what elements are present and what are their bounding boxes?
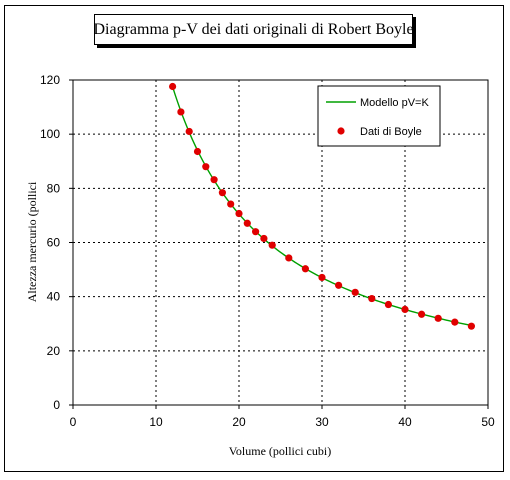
y-tick-label: 120 [40, 73, 60, 87]
data-point [218, 189, 226, 197]
y-tick-label: 0 [53, 398, 60, 412]
x-tick-label: 20 [232, 415, 246, 429]
data-point [368, 294, 376, 303]
data-point [418, 310, 426, 318]
data-point [202, 163, 210, 171]
legend-box [317, 85, 441, 147]
y-axis-label: Altezza mercurio (pollici [25, 181, 39, 302]
data-points-layer [169, 82, 475, 330]
data-point [384, 300, 392, 309]
data-point [268, 241, 276, 249]
legend-label-data: Dati di Boyle [360, 126, 422, 138]
x-axis-label: Volume (pollici cubi) [229, 444, 331, 458]
x-tick-label: 40 [398, 415, 412, 429]
data-point [318, 273, 326, 282]
y-tick-label: 20 [47, 344, 61, 358]
data-point [451, 318, 459, 326]
data-point [434, 314, 442, 322]
data-point [235, 209, 243, 218]
data-point [301, 265, 309, 273]
x-tick-label: 10 [149, 415, 163, 429]
data-point [169, 82, 177, 91]
data-point [285, 254, 293, 262]
legend-dot-swatch [337, 127, 345, 135]
x-tick-label: 30 [315, 415, 329, 429]
tick-labels: 0 10 20 30 40 50 0 20 40 60 80 100 120 [40, 73, 495, 429]
y-tick-label: 40 [47, 290, 61, 304]
data-point [467, 322, 475, 330]
legend-label-model: Modello pV=K [360, 97, 429, 109]
y-tick-label: 60 [47, 236, 61, 250]
x-tick-label: 0 [70, 415, 77, 429]
data-point [351, 288, 359, 296]
data-point [260, 234, 268, 243]
data-point [193, 147, 202, 156]
chart-title: Diagramma p-V dei dati originali di Robe… [93, 14, 414, 45]
y-tick-label: 80 [47, 181, 61, 195]
data-point [210, 176, 218, 184]
data-point [401, 305, 409, 313]
data-point [335, 281, 343, 289]
data-point [243, 219, 251, 227]
y-tick-label: 100 [40, 127, 60, 141]
data-point [252, 228, 260, 236]
data-point [177, 108, 185, 116]
data-point [185, 127, 193, 136]
data-point [227, 200, 235, 208]
x-tick-label: 50 [481, 415, 495, 429]
legend: Modello pV=K Dati di Boyle [317, 85, 441, 147]
